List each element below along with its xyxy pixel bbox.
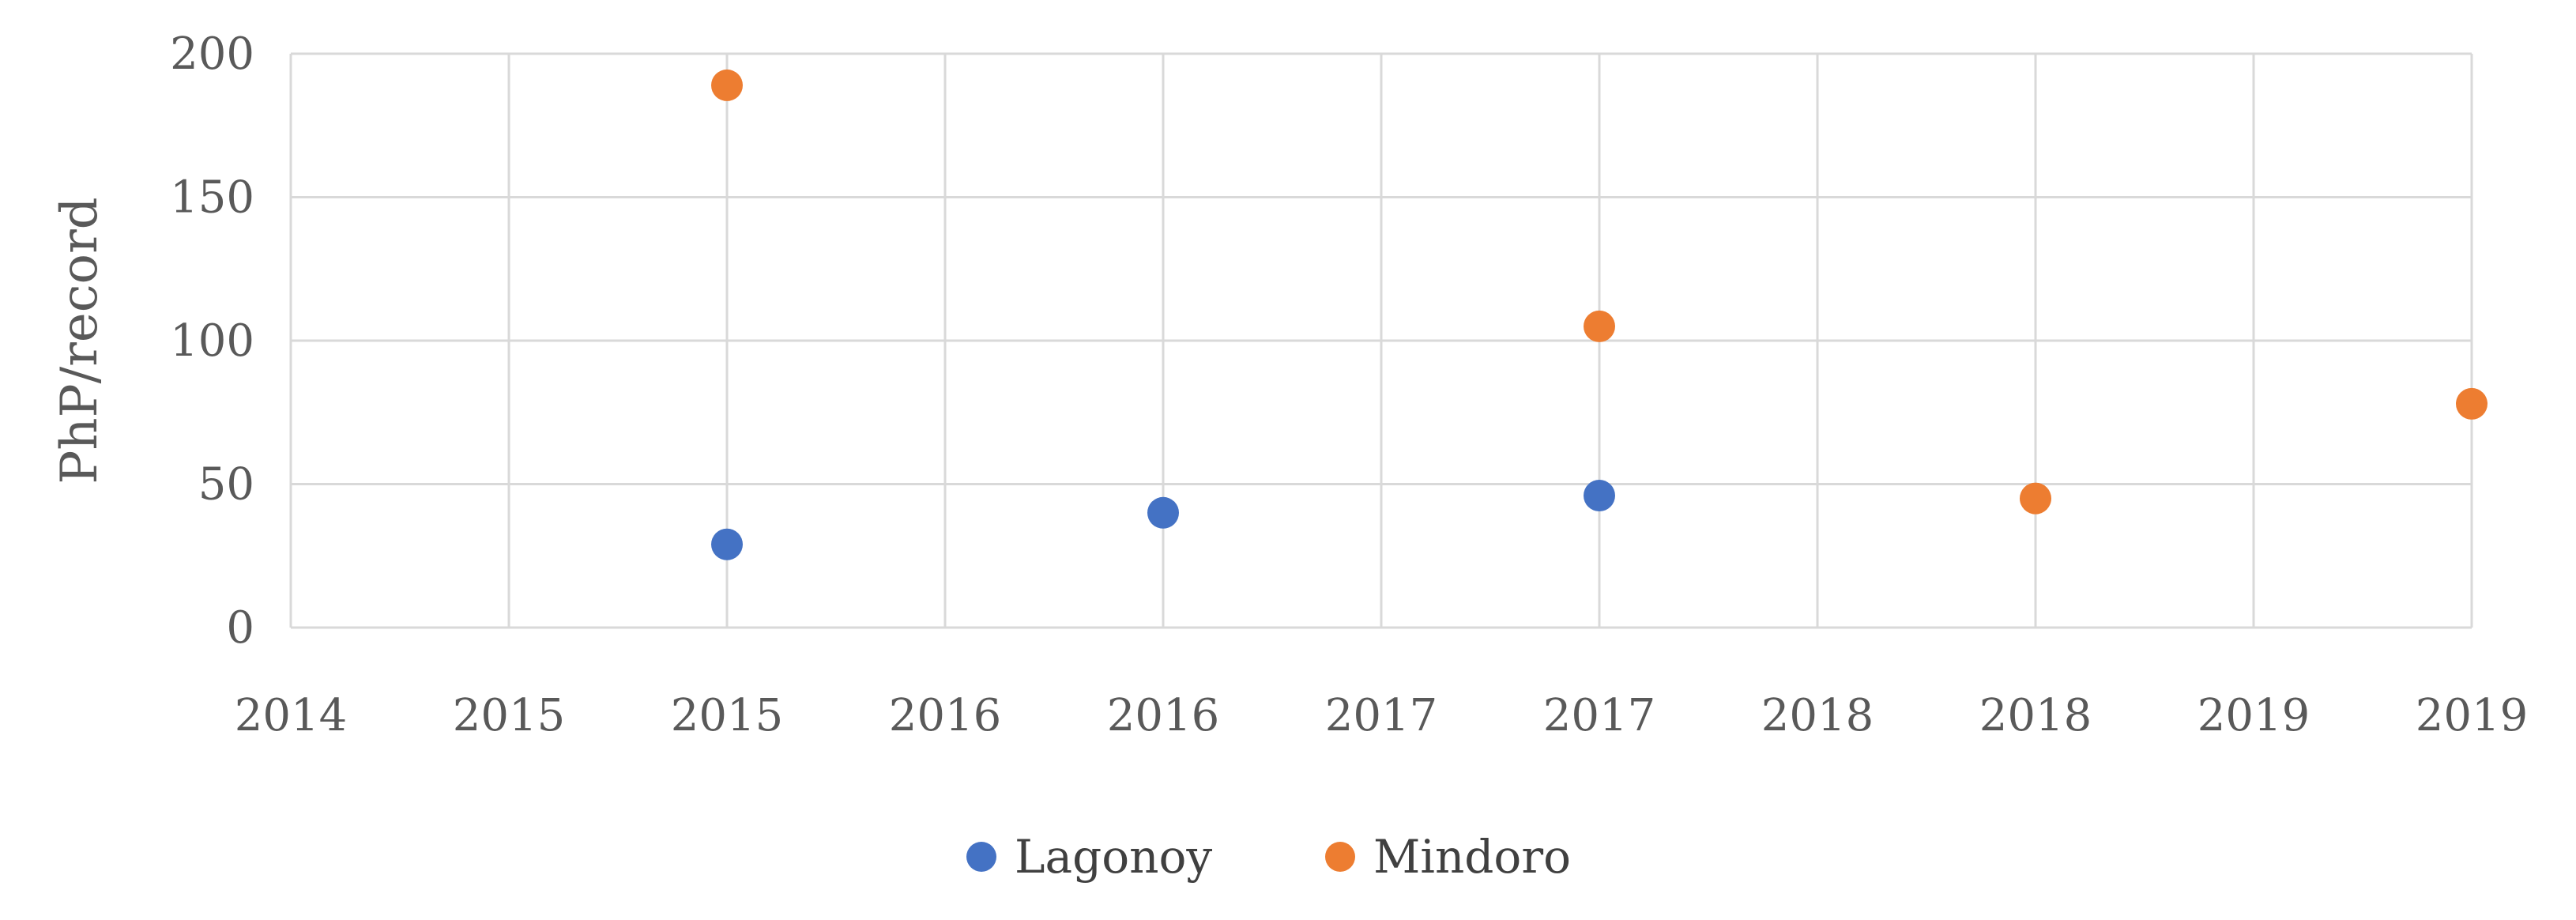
legend-marker-mindoro (1325, 842, 1355, 872)
x-tick-label: 2019 (2416, 690, 2529, 741)
x-tick-label: 2017 (1325, 690, 1438, 741)
point-mindoro-1 (1584, 310, 1615, 342)
legend: Lagonoy Mindoro (966, 830, 1571, 884)
x-tick-label: 2018 (1761, 690, 1874, 741)
y-tick-label: 150 (170, 172, 254, 224)
point-lagonoy-2 (1584, 480, 1615, 512)
x-tick-label: 2015 (453, 690, 566, 741)
y-tick-label: 200 (170, 28, 254, 80)
legend-label-mindoro: Mindoro (1373, 830, 1571, 884)
y-tick-label: 50 (198, 459, 254, 511)
x-tick-label: 2016 (889, 690, 1002, 741)
point-lagonoy-0 (711, 528, 743, 560)
legend-item-mindoro: Mindoro (1325, 830, 1571, 884)
point-mindoro-2 (2020, 482, 2051, 515)
y-axis-title: PhP/record (51, 197, 109, 484)
point-mindoro-3 (2456, 387, 2487, 420)
point-mindoro-0 (711, 69, 743, 101)
x-tick-label: 2016 (1107, 690, 1220, 741)
legend-label-lagonoy: Lagonoy (1015, 830, 1212, 884)
y-axis-ticks: 0 50 100 150 200 (170, 28, 254, 654)
x-tick-label: 2017 (1543, 690, 1656, 741)
x-tick-label: 2019 (2198, 690, 2310, 741)
x-axis-ticks: 2014 2015 2015 2016 2016 2017 2017 2018 2018 2019… (235, 690, 2529, 741)
legend-marker-lagonoy (966, 842, 996, 872)
grid (289, 52, 2473, 629)
legend-item-lagonoy: Lagonoy (966, 830, 1212, 884)
y-tick-label: 100 (170, 315, 254, 367)
y-tick-label: 0 (226, 602, 254, 654)
x-tick-label: 2014 (235, 690, 348, 741)
point-lagonoy-1 (1147, 496, 1179, 529)
x-tick-label: 2018 (1979, 690, 2092, 741)
x-tick-label: 2015 (671, 690, 784, 741)
data-points (711, 69, 2487, 560)
